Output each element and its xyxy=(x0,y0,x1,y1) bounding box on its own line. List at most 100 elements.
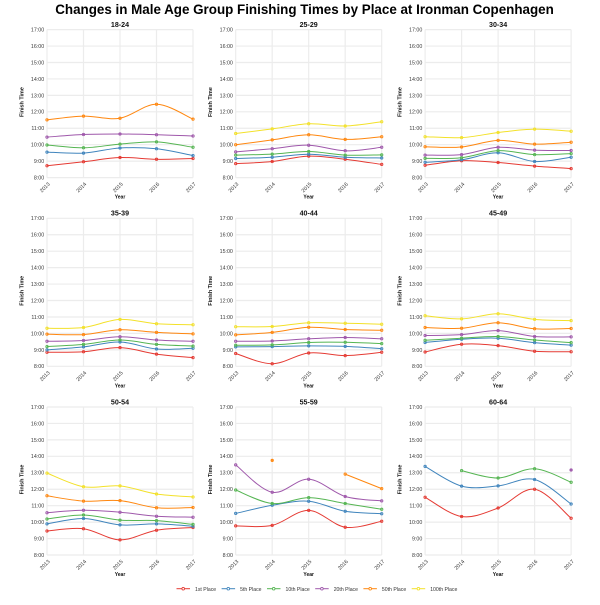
svg-text:Finish Time: Finish Time xyxy=(208,87,214,117)
svg-text:11:00: 11:00 xyxy=(220,126,233,132)
svg-text:Year: Year xyxy=(493,572,504,578)
svg-text:14:00: 14:00 xyxy=(220,266,233,272)
svg-text:16:00: 16:00 xyxy=(220,44,233,50)
svg-text:14:00: 14:00 xyxy=(31,454,44,460)
svg-text:17:00: 17:00 xyxy=(31,405,44,411)
svg-text:10th Place: 10th Place xyxy=(286,587,310,593)
svg-text:13:00: 13:00 xyxy=(31,471,44,477)
svg-text:14:00: 14:00 xyxy=(220,454,233,460)
svg-text:5th Place: 5th Place xyxy=(240,587,262,593)
svg-text:17:00: 17:00 xyxy=(220,28,233,34)
svg-text:11:00: 11:00 xyxy=(220,504,233,510)
svg-text:10:00: 10:00 xyxy=(31,520,44,526)
svg-text:Year: Year xyxy=(115,195,126,201)
svg-text:9:00: 9:00 xyxy=(223,159,233,165)
svg-text:55-59: 55-59 xyxy=(300,398,318,406)
svg-text:12:00: 12:00 xyxy=(409,110,422,116)
svg-text:9:00: 9:00 xyxy=(34,536,44,542)
svg-text:15:00: 15:00 xyxy=(409,249,422,255)
svg-text:Year: Year xyxy=(303,572,314,578)
svg-text:11:00: 11:00 xyxy=(409,504,422,510)
svg-text:12:00: 12:00 xyxy=(409,298,422,304)
svg-text:Finish Time: Finish Time xyxy=(19,465,25,495)
svg-text:Finish Time: Finish Time xyxy=(398,276,404,306)
svg-text:10:00: 10:00 xyxy=(31,143,44,149)
svg-text:60-64: 60-64 xyxy=(489,398,507,406)
svg-text:Finish Time: Finish Time xyxy=(398,465,404,495)
svg-text:9:00: 9:00 xyxy=(34,348,44,354)
svg-text:13:00: 13:00 xyxy=(31,282,44,288)
svg-text:17:00: 17:00 xyxy=(409,216,422,222)
svg-text:9:00: 9:00 xyxy=(34,159,44,165)
svg-text:Finish Time: Finish Time xyxy=(19,276,25,306)
svg-text:10:00: 10:00 xyxy=(31,331,44,337)
svg-text:15:00: 15:00 xyxy=(220,438,233,444)
svg-text:50-54: 50-54 xyxy=(111,398,129,406)
svg-text:16:00: 16:00 xyxy=(409,44,422,50)
svg-text:14:00: 14:00 xyxy=(31,266,44,272)
svg-text:16:00: 16:00 xyxy=(409,233,422,239)
svg-text:12:00: 12:00 xyxy=(220,110,233,116)
svg-text:Year: Year xyxy=(303,195,314,201)
svg-text:14:00: 14:00 xyxy=(409,77,422,83)
svg-text:15:00: 15:00 xyxy=(220,60,233,66)
svg-text:20th Place: 20th Place xyxy=(334,587,358,593)
svg-text:13:00: 13:00 xyxy=(409,471,422,477)
svg-text:15:00: 15:00 xyxy=(220,249,233,255)
svg-text:13:00: 13:00 xyxy=(220,93,233,99)
svg-text:10:00: 10:00 xyxy=(220,331,233,337)
svg-text:Year: Year xyxy=(115,383,126,389)
svg-text:12:00: 12:00 xyxy=(31,110,44,116)
svg-text:8:00: 8:00 xyxy=(223,176,233,182)
svg-text:14:00: 14:00 xyxy=(220,77,233,83)
svg-text:15:00: 15:00 xyxy=(409,438,422,444)
svg-text:10:00: 10:00 xyxy=(409,331,422,337)
svg-text:17:00: 17:00 xyxy=(220,216,233,222)
svg-text:15:00: 15:00 xyxy=(409,60,422,66)
svg-text:13:00: 13:00 xyxy=(409,93,422,99)
svg-text:16:00: 16:00 xyxy=(220,233,233,239)
svg-text:8:00: 8:00 xyxy=(223,364,233,370)
svg-text:45-49: 45-49 xyxy=(489,210,507,218)
svg-text:35-39: 35-39 xyxy=(111,210,129,218)
svg-text:12:00: 12:00 xyxy=(31,298,44,304)
svg-text:17:00: 17:00 xyxy=(31,28,44,34)
svg-text:17:00: 17:00 xyxy=(409,28,422,34)
svg-text:18-24: 18-24 xyxy=(111,21,129,29)
svg-text:40-44: 40-44 xyxy=(300,210,318,218)
svg-text:8:00: 8:00 xyxy=(34,364,44,370)
svg-text:8:00: 8:00 xyxy=(34,176,44,182)
svg-text:50th Place: 50th Place xyxy=(382,587,406,593)
svg-text:11:00: 11:00 xyxy=(31,315,44,321)
svg-text:17:00: 17:00 xyxy=(409,405,422,411)
svg-text:11:00: 11:00 xyxy=(409,126,422,132)
svg-text:8:00: 8:00 xyxy=(412,364,422,370)
svg-text:12:00: 12:00 xyxy=(31,487,44,493)
svg-text:25-29: 25-29 xyxy=(300,21,318,29)
svg-text:Year: Year xyxy=(493,383,504,389)
svg-text:16:00: 16:00 xyxy=(220,421,233,427)
svg-text:11:00: 11:00 xyxy=(409,315,422,321)
svg-text:Year: Year xyxy=(115,572,126,578)
svg-text:13:00: 13:00 xyxy=(220,471,233,477)
svg-text:17:00: 17:00 xyxy=(31,216,44,222)
svg-text:12:00: 12:00 xyxy=(409,487,422,493)
svg-text:13:00: 13:00 xyxy=(220,282,233,288)
svg-text:10:00: 10:00 xyxy=(409,143,422,149)
svg-text:16:00: 16:00 xyxy=(409,421,422,427)
svg-text:16:00: 16:00 xyxy=(31,44,44,50)
svg-text:16:00: 16:00 xyxy=(31,233,44,239)
svg-text:12:00: 12:00 xyxy=(220,298,233,304)
svg-text:17:00: 17:00 xyxy=(220,405,233,411)
svg-text:15:00: 15:00 xyxy=(31,249,44,255)
svg-text:9:00: 9:00 xyxy=(412,536,422,542)
svg-text:14:00: 14:00 xyxy=(31,77,44,83)
svg-text:15:00: 15:00 xyxy=(31,60,44,66)
svg-text:11:00: 11:00 xyxy=(31,504,44,510)
svg-text:11:00: 11:00 xyxy=(220,315,233,321)
svg-text:8:00: 8:00 xyxy=(412,553,422,559)
svg-text:10:00: 10:00 xyxy=(220,143,233,149)
svg-text:14:00: 14:00 xyxy=(409,454,422,460)
svg-text:8:00: 8:00 xyxy=(412,176,422,182)
svg-text:13:00: 13:00 xyxy=(409,282,422,288)
